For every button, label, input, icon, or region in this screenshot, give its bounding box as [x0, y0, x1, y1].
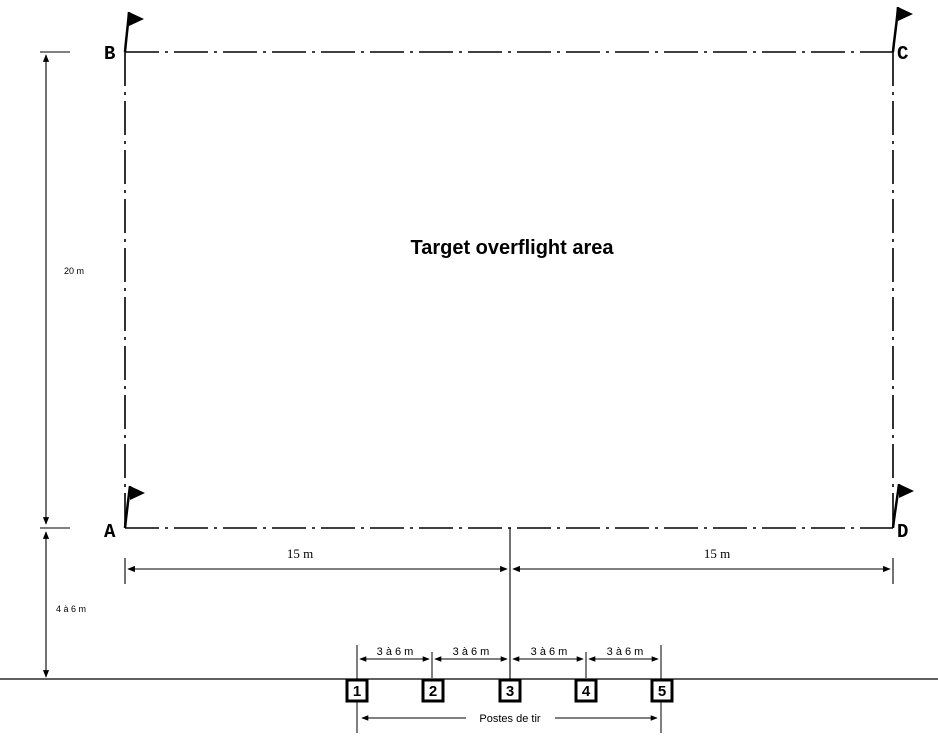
firing-post-1: 1 — [345, 678, 369, 703]
dimension-depth-label: 20 m — [64, 266, 84, 276]
target-area-boundary — [124, 51, 894, 529]
firing-post-2: 2 — [421, 678, 445, 703]
firing-post-3: 3 — [498, 678, 522, 703]
dimension-half-right-label: 15 m — [704, 546, 730, 561]
area-title: Target overflight area — [410, 237, 614, 259]
spacing-label-1: 3 à 6 m — [377, 646, 414, 658]
width-dimension — [124, 558, 894, 584]
post-number-5: 5 — [658, 683, 666, 700]
flag-b — [123, 11, 144, 53]
post-number-2: 2 — [429, 683, 437, 700]
spacing-label-4: 3 à 6 m — [607, 646, 644, 658]
posts-label: Postes de tir — [479, 713, 540, 725]
vertical-dimension — [40, 51, 70, 678]
post-number-1: 1 — [353, 683, 361, 700]
corner-label-a: A — [104, 521, 116, 543]
dimension-offset-label: 4 à 6 m — [56, 604, 86, 614]
corner-label-d: D — [897, 521, 908, 543]
flag-a — [123, 485, 145, 529]
firing-post-5: 5 — [650, 678, 674, 703]
post-number-4: 4 — [582, 683, 591, 700]
spacing-label-2: 3 à 6 m — [453, 646, 490, 658]
corner-label-b: B — [104, 43, 115, 65]
corner-label-c: C — [897, 43, 908, 65]
flag-d — [891, 483, 914, 529]
dimension-half-left-label: 15 m — [287, 546, 313, 561]
post-number-3: 3 — [506, 683, 514, 700]
spacing-label-3: 3 à 6 m — [531, 646, 568, 658]
flag-c — [891, 6, 913, 53]
firing-post-4: 4 — [574, 678, 598, 703]
